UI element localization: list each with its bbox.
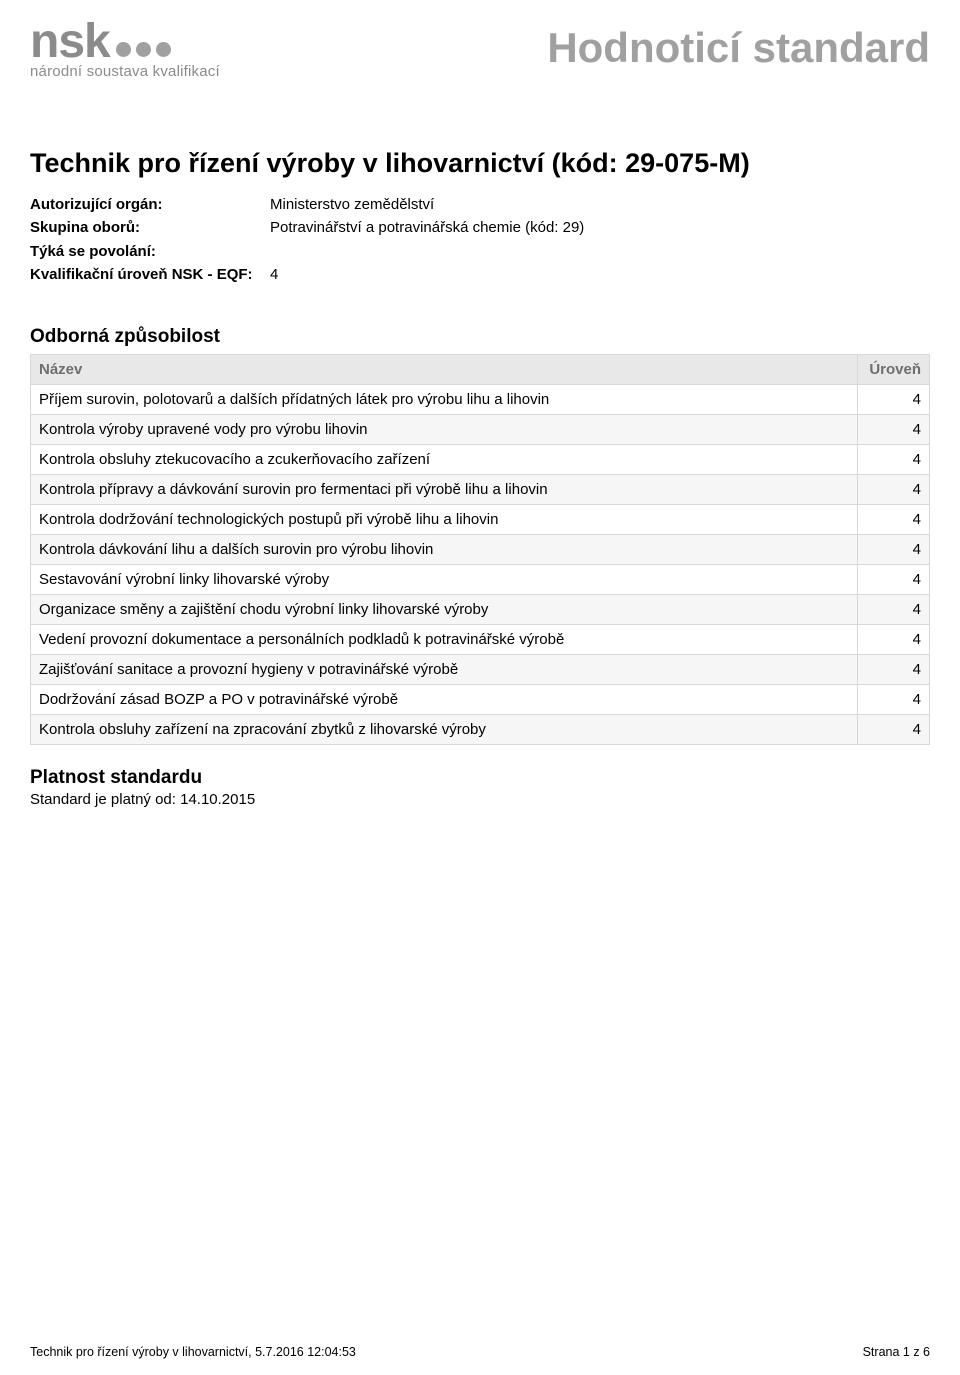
- cell-level: 4: [858, 715, 930, 745]
- cell-name: Kontrola dodržování technologických post…: [31, 505, 858, 535]
- table-row: Zajišťování sanitace a provozní hygieny …: [31, 655, 930, 685]
- cell-name: Kontrola výroby upravené vody pro výrobu…: [31, 415, 858, 445]
- table-row: Kontrola dávkování lihu a dalších surovi…: [31, 535, 930, 565]
- col-header-level: Úroveň: [858, 355, 930, 385]
- cell-level: 4: [858, 475, 930, 505]
- competence-table: Název Úroveň Příjem surovin, polotovarů …: [30, 354, 930, 745]
- page-footer: Technik pro řízení výroby v lihovarnictv…: [30, 1345, 930, 1359]
- page-title: Technik pro řízení výroby v lihovarnictv…: [30, 148, 930, 179]
- table-row: Sestavování výrobní linky lihovarské výr…: [31, 565, 930, 595]
- header-row: nsk národní soustava kvalifikací Hodnoti…: [30, 18, 930, 88]
- content: Technik pro řízení výroby v lihovarnictv…: [30, 148, 930, 808]
- logo-text: nsk: [30, 18, 110, 66]
- meta-table: Autorizující orgán: Ministerstvo zeměděl…: [30, 193, 930, 286]
- meta-value: Potravinářství a potravinářská chemie (k…: [270, 216, 930, 239]
- page: nsk národní soustava kvalifikací Hodnoti…: [0, 0, 960, 1375]
- logo-subtitle: národní soustava kvalifikací: [30, 64, 220, 79]
- meta-value: Ministerstvo zemědělství: [270, 193, 930, 216]
- meta-row: Autorizující orgán: Ministerstvo zeměděl…: [30, 193, 930, 216]
- cell-level: 4: [858, 385, 930, 415]
- col-header-name: Název: [31, 355, 858, 385]
- competence-heading: Odborná způsobilost: [30, 326, 930, 348]
- cell-name: Kontrola dávkování lihu a dalších surovi…: [31, 535, 858, 565]
- table-header-row: Název Úroveň: [31, 355, 930, 385]
- validity-text: Standard je platný od: 14.10.2015: [30, 791, 930, 808]
- logo-block: nsk národní soustava kvalifikací: [30, 18, 220, 79]
- cell-level: 4: [858, 655, 930, 685]
- cell-name: Kontrola obsluhy zařízení na zpracování …: [31, 715, 858, 745]
- table-row: Příjem surovin, polotovarů a dalších pří…: [31, 385, 930, 415]
- meta-value: [270, 240, 930, 263]
- cell-name: Dodržování zásad BOZP a PO v potravinářs…: [31, 685, 858, 715]
- meta-label: Skupina oborů:: [30, 216, 270, 239]
- table-row: Dodržování zásad BOZP a PO v potravinářs…: [31, 685, 930, 715]
- meta-row: Kvalifikační úroveň NSK - EQF: 4: [30, 263, 930, 286]
- cell-level: 4: [858, 595, 930, 625]
- cell-name: Zajišťování sanitace a provozní hygieny …: [31, 655, 858, 685]
- footer-right: Strana 1 z 6: [863, 1345, 930, 1359]
- footer-left: Technik pro řízení výroby v lihovarnictv…: [30, 1345, 356, 1359]
- cell-level: 4: [858, 625, 930, 655]
- cell-name: Organizace směny a zajištění chodu výrob…: [31, 595, 858, 625]
- meta-value: 4: [270, 263, 930, 286]
- cell-level: 4: [858, 565, 930, 595]
- table-row: Kontrola výroby upravené vody pro výrobu…: [31, 415, 930, 445]
- table-row: Organizace směny a zajištění chodu výrob…: [31, 595, 930, 625]
- cell-name: Kontrola přípravy a dávkování surovin pr…: [31, 475, 858, 505]
- document-header: Hodnoticí standard: [547, 24, 930, 72]
- cell-name: Kontrola obsluhy ztekucovacího a zcukerň…: [31, 445, 858, 475]
- table-row: Kontrola obsluhy ztekucovacího a zcukerň…: [31, 445, 930, 475]
- table-row: Kontrola obsluhy zařízení na zpracování …: [31, 715, 930, 745]
- cell-level: 4: [858, 535, 930, 565]
- table-row: Kontrola přípravy a dávkování surovin pr…: [31, 475, 930, 505]
- meta-row: Týká se povolání:: [30, 240, 930, 263]
- table-body: Příjem surovin, polotovarů a dalších pří…: [31, 385, 930, 745]
- cell-name: Sestavování výrobní linky lihovarské výr…: [31, 565, 858, 595]
- cell-level: 4: [858, 415, 930, 445]
- meta-label: Autorizující orgán:: [30, 193, 270, 216]
- logo-main: nsk: [30, 18, 220, 66]
- meta-label: Kvalifikační úroveň NSK - EQF:: [30, 263, 270, 286]
- cell-name: Příjem surovin, polotovarů a dalších pří…: [31, 385, 858, 415]
- table-row: Vedení provozní dokumentace a personální…: [31, 625, 930, 655]
- table-row: Kontrola dodržování technologických post…: [31, 505, 930, 535]
- meta-label: Týká se povolání:: [30, 240, 270, 263]
- meta-row: Skupina oborů: Potravinářství a potravin…: [30, 216, 930, 239]
- logo-dots-icon: [116, 42, 176, 57]
- validity-block: Platnost standardu Standard je platný od…: [30, 767, 930, 808]
- validity-heading: Platnost standardu: [30, 767, 930, 789]
- cell-name: Vedení provozní dokumentace a personální…: [31, 625, 858, 655]
- cell-level: 4: [858, 685, 930, 715]
- cell-level: 4: [858, 445, 930, 475]
- cell-level: 4: [858, 505, 930, 535]
